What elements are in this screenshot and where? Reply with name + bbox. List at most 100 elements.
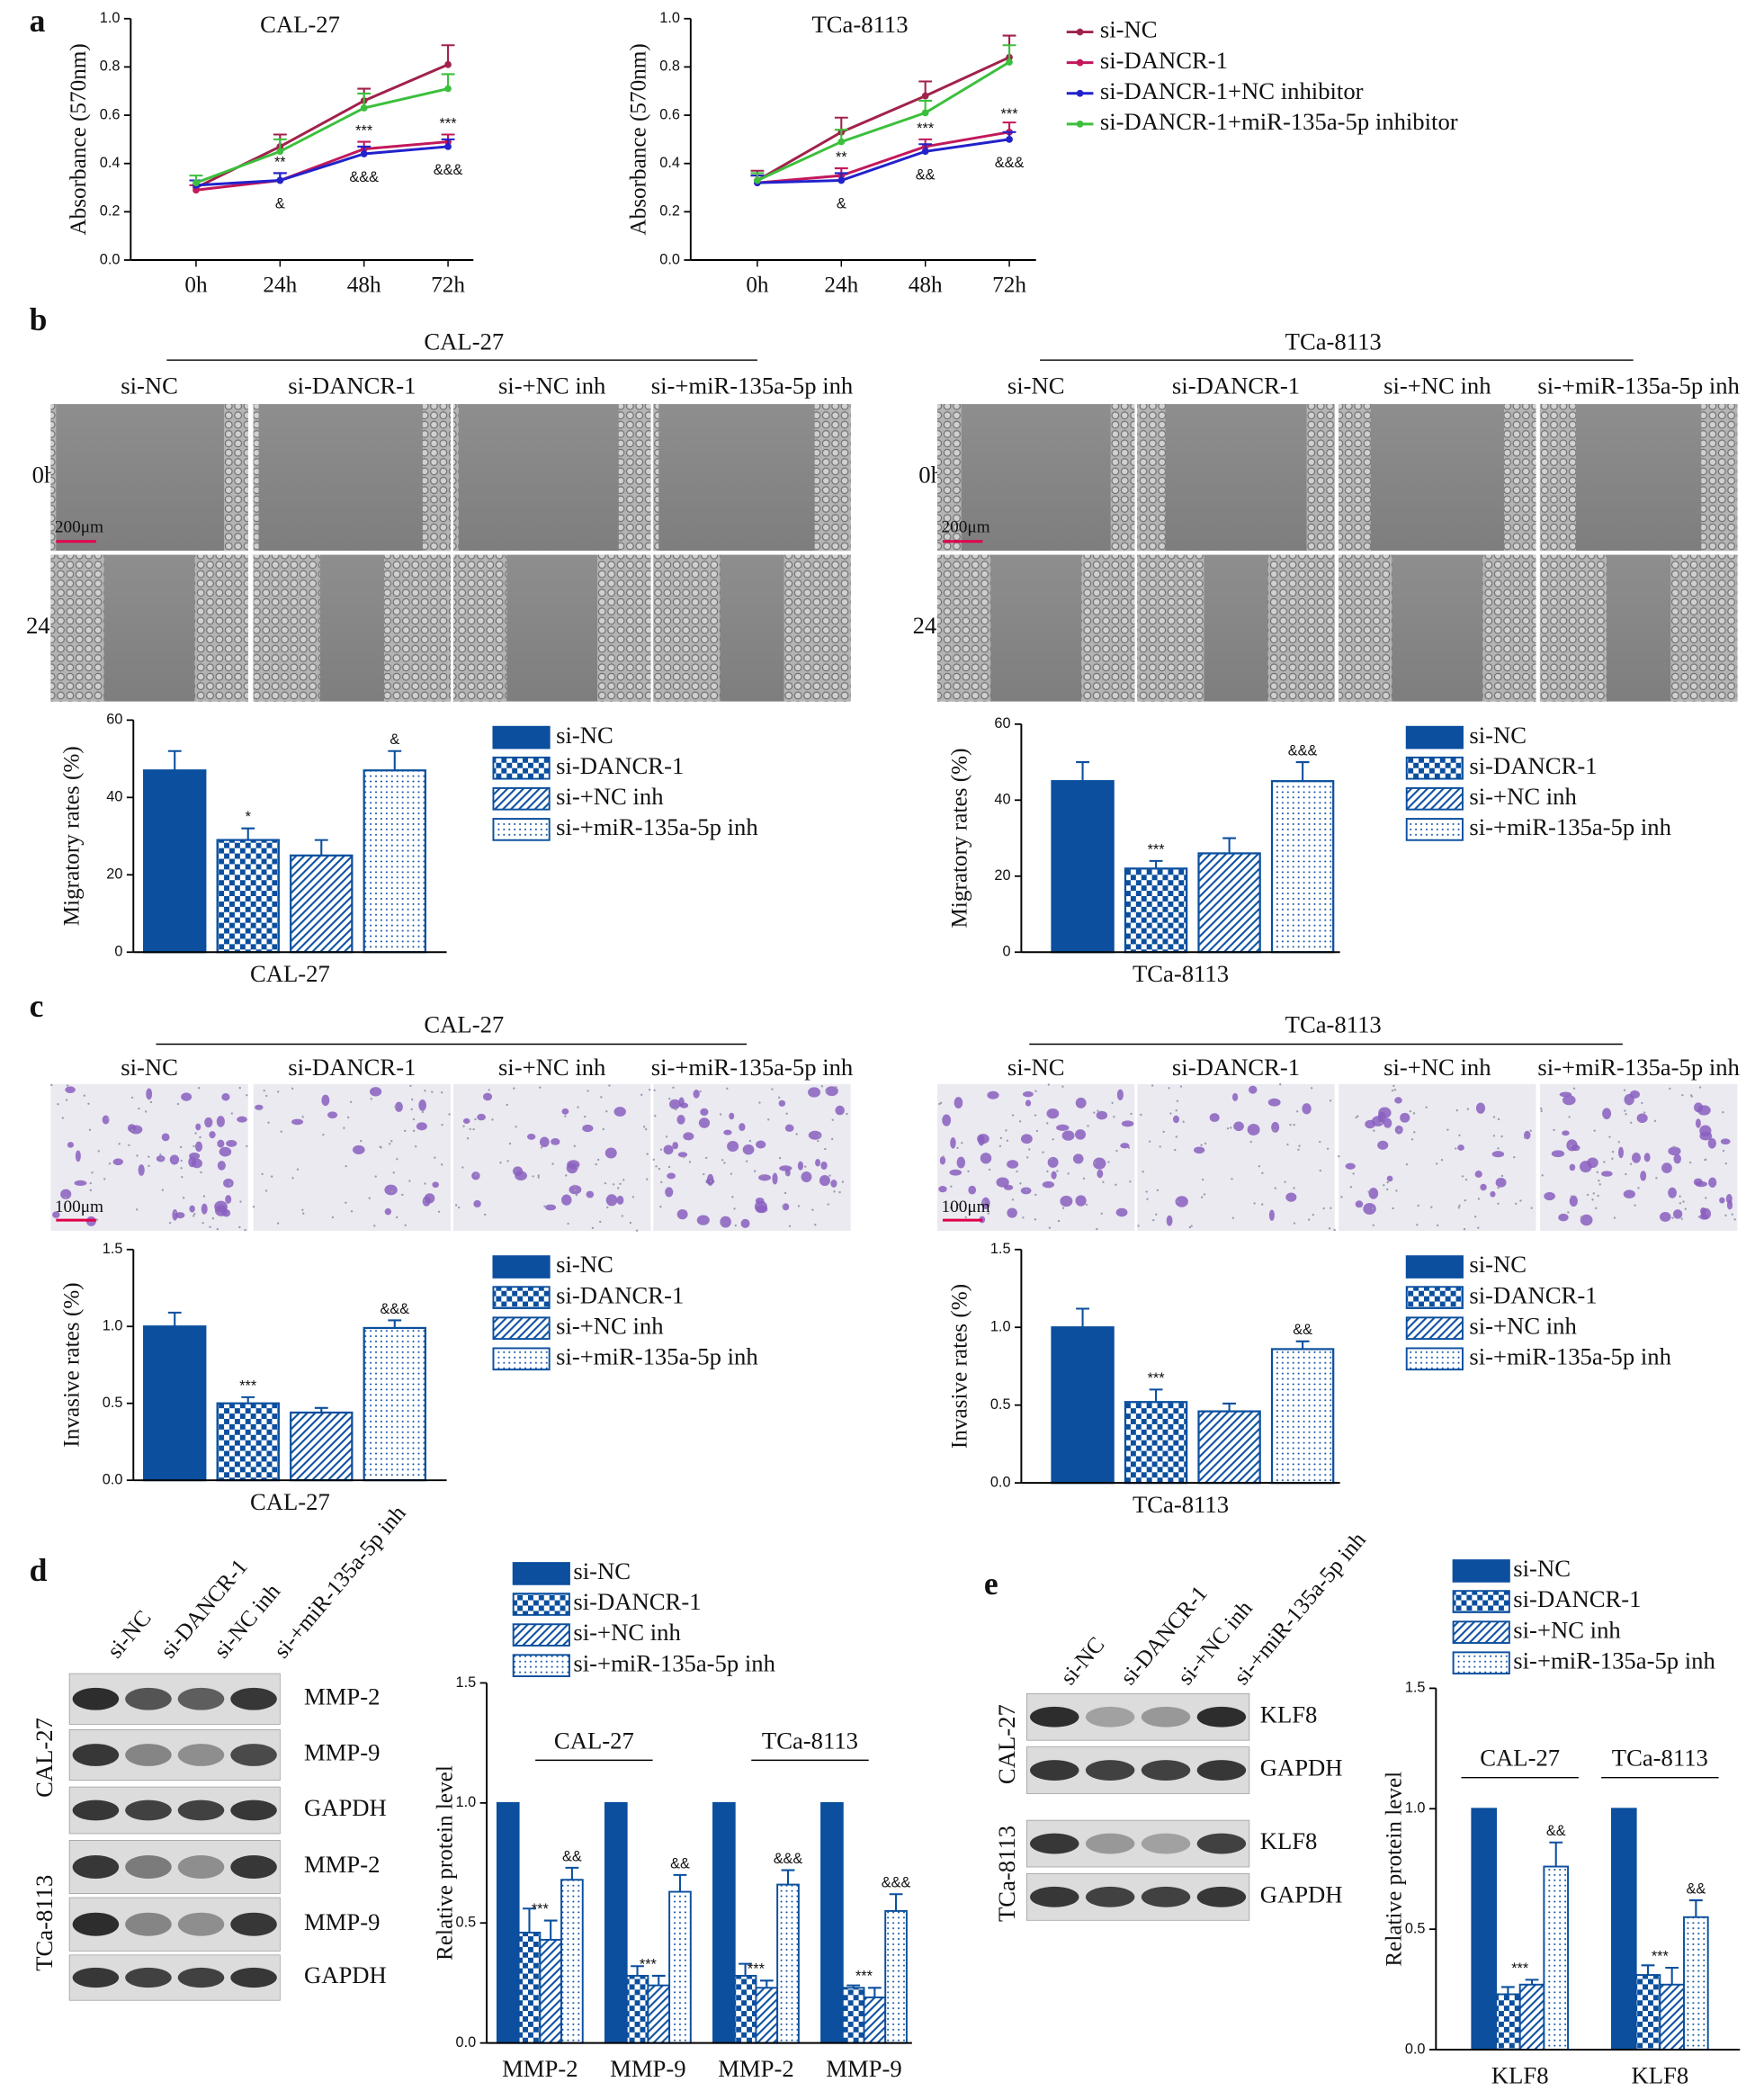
stained-cell [482, 1092, 493, 1101]
significance: * [246, 809, 252, 825]
bar [1634, 1974, 1661, 2051]
bar [1270, 780, 1335, 954]
stained-cell [1580, 1214, 1593, 1226]
stained-cell [1046, 1108, 1060, 1119]
pore [412, 1129, 416, 1133]
legend-swatch [1405, 1255, 1464, 1279]
y-tick-label: 0 [114, 944, 122, 960]
legend-swatch [492, 1316, 551, 1341]
legend-swatch [492, 818, 551, 841]
y-tick-label: 60 [994, 715, 1010, 731]
pore [1596, 1171, 1599, 1174]
pore [88, 1128, 92, 1131]
point [1006, 136, 1013, 143]
pore [957, 1203, 961, 1206]
bar [1471, 1808, 1497, 2051]
cell-edge [653, 554, 721, 702]
pore [200, 1171, 202, 1174]
pore [1175, 1135, 1177, 1138]
stained-cell [740, 1218, 750, 1228]
legend-swatch [1452, 1559, 1510, 1583]
pore [149, 1100, 153, 1104]
error-bar [1688, 1899, 1703, 1917]
error-bar [523, 1907, 536, 1933]
pore [659, 1148, 663, 1151]
cell-line-label: CAL-27 [993, 1704, 1020, 1784]
pore [1204, 1142, 1207, 1145]
legend-label: si-+NC inh [1469, 1312, 1576, 1339]
pore [1297, 1148, 1300, 1151]
pore [731, 1196, 734, 1198]
pore [1046, 1122, 1049, 1125]
stained-cell [779, 1165, 792, 1171]
pore [1541, 1174, 1544, 1177]
legend-swatch [1405, 786, 1464, 811]
pore [1613, 1216, 1616, 1219]
pore [368, 1197, 371, 1199]
stained-cell [1096, 1110, 1108, 1120]
pore [1293, 1124, 1295, 1126]
pore [1386, 1180, 1389, 1184]
pore [193, 1213, 196, 1216]
pore [1298, 1144, 1301, 1147]
bar [216, 839, 280, 954]
legend-swatch [1452, 1590, 1510, 1613]
blot-band [1196, 1706, 1247, 1728]
pore [608, 1084, 611, 1087]
pore [1093, 1111, 1096, 1114]
pore [838, 1190, 841, 1194]
cell-edge [784, 554, 851, 702]
cell-edge [253, 404, 259, 552]
stained-cell [1695, 1118, 1701, 1128]
pore [1289, 1123, 1292, 1126]
blot-band [1141, 1833, 1191, 1854]
blot-band [125, 1912, 172, 1936]
pore [982, 1200, 985, 1203]
pore [1340, 1196, 1343, 1198]
pore [811, 1208, 814, 1211]
pore [1672, 1145, 1675, 1148]
blot-band [72, 1967, 120, 1988]
pore [182, 1197, 185, 1199]
blot-band [177, 1799, 225, 1821]
band-label: MMP-2 [304, 1683, 380, 1710]
significance: *** [748, 1961, 766, 1978]
legend-swatch [492, 725, 551, 749]
blot-band [177, 1744, 225, 1766]
pore [1231, 1216, 1235, 1219]
stained-cell [161, 1133, 170, 1142]
pore [506, 1160, 509, 1162]
blot-band [230, 1854, 277, 1880]
stained-cell [729, 1112, 735, 1120]
significance: *** [239, 1378, 257, 1394]
stained-cell [1601, 1171, 1613, 1177]
legend-swatch [1452, 1651, 1510, 1675]
y-tick-label: 0.5 [990, 1396, 1011, 1413]
pore [1417, 1204, 1419, 1207]
stained-cell [1355, 1200, 1364, 1208]
micrograph [452, 404, 651, 552]
pore [1497, 1202, 1500, 1205]
pore [1057, 1219, 1061, 1223]
y-tick-label: 20 [994, 867, 1010, 884]
blot-band [1085, 1833, 1135, 1854]
cell-edge [1503, 404, 1536, 552]
x-tick-label: 72h [992, 273, 1026, 297]
pore [202, 1195, 206, 1198]
stained-cell [1383, 1117, 1392, 1128]
pore [1724, 1162, 1727, 1165]
x-axis-label: CAL-27 [250, 1488, 330, 1515]
legend-swatch [1405, 1347, 1464, 1371]
column-label: si-+NC inh [1383, 1054, 1491, 1081]
pore [409, 1084, 412, 1088]
stained-cell [727, 1141, 739, 1153]
significance: ** [836, 149, 847, 166]
error-bar [631, 1965, 644, 1976]
legend-swatch [492, 1255, 551, 1279]
pore [1151, 1084, 1154, 1087]
x-tick-label: 24h [824, 273, 858, 297]
pore [408, 1180, 411, 1182]
pore [1200, 1196, 1204, 1198]
legend-label: si-NC [556, 1251, 613, 1278]
pore [1107, 1161, 1110, 1163]
